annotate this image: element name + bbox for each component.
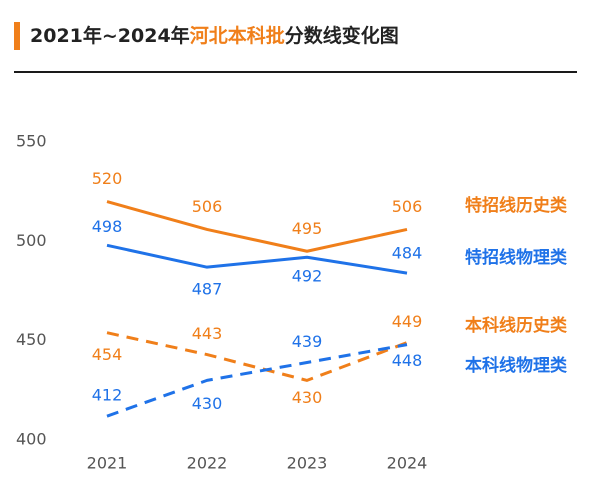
data-label: 520 (92, 169, 123, 188)
x-tick-label: 2022 (187, 454, 228, 473)
legend-label: 特招线物理类 (465, 247, 568, 268)
y-tick-label: 550 (16, 132, 47, 151)
series-line (106, 331, 408, 382)
data-label: 495 (292, 219, 323, 238)
series-line (106, 243, 408, 275)
data-label: 506 (192, 197, 223, 216)
title-prefix: 2021年~2024年 (30, 25, 190, 47)
title-divider (14, 71, 577, 73)
data-label: 439 (292, 332, 323, 351)
data-label: 430 (192, 394, 223, 413)
data-label: 443 (192, 324, 223, 343)
y-tick-label: 450 (16, 330, 47, 349)
data-label: 454 (92, 345, 123, 364)
y-tick-label: 400 (16, 430, 47, 449)
data-label: 498 (92, 217, 123, 236)
legend-label: 本科线历史类 (465, 315, 568, 336)
x-tick-label: 2023 (287, 454, 328, 473)
chart-title: 2021年~2024年河北本科批分数线变化图 (30, 22, 399, 50)
data-label: 487 (192, 280, 223, 299)
series-line (106, 200, 408, 253)
data-label: 449 (392, 312, 423, 331)
y-tick-label: 500 (16, 231, 47, 250)
data-label: 506 (392, 197, 423, 216)
data-label: 448 (392, 351, 423, 370)
series-line (106, 343, 408, 418)
x-tick-label: 2024 (387, 454, 428, 473)
legend-label: 本科线物理类 (465, 355, 568, 376)
title-highlight: 河北本科批 (189, 25, 285, 47)
legend-label: 特招线历史类 (465, 195, 568, 216)
x-tick-label: 2021 (87, 454, 128, 473)
title-accent-bar (14, 22, 20, 50)
data-label: 484 (392, 244, 423, 263)
data-label: 412 (92, 386, 123, 405)
title-suffix: 分数线变化图 (284, 25, 399, 47)
data-label: 492 (292, 267, 323, 286)
data-label: 430 (292, 388, 323, 407)
